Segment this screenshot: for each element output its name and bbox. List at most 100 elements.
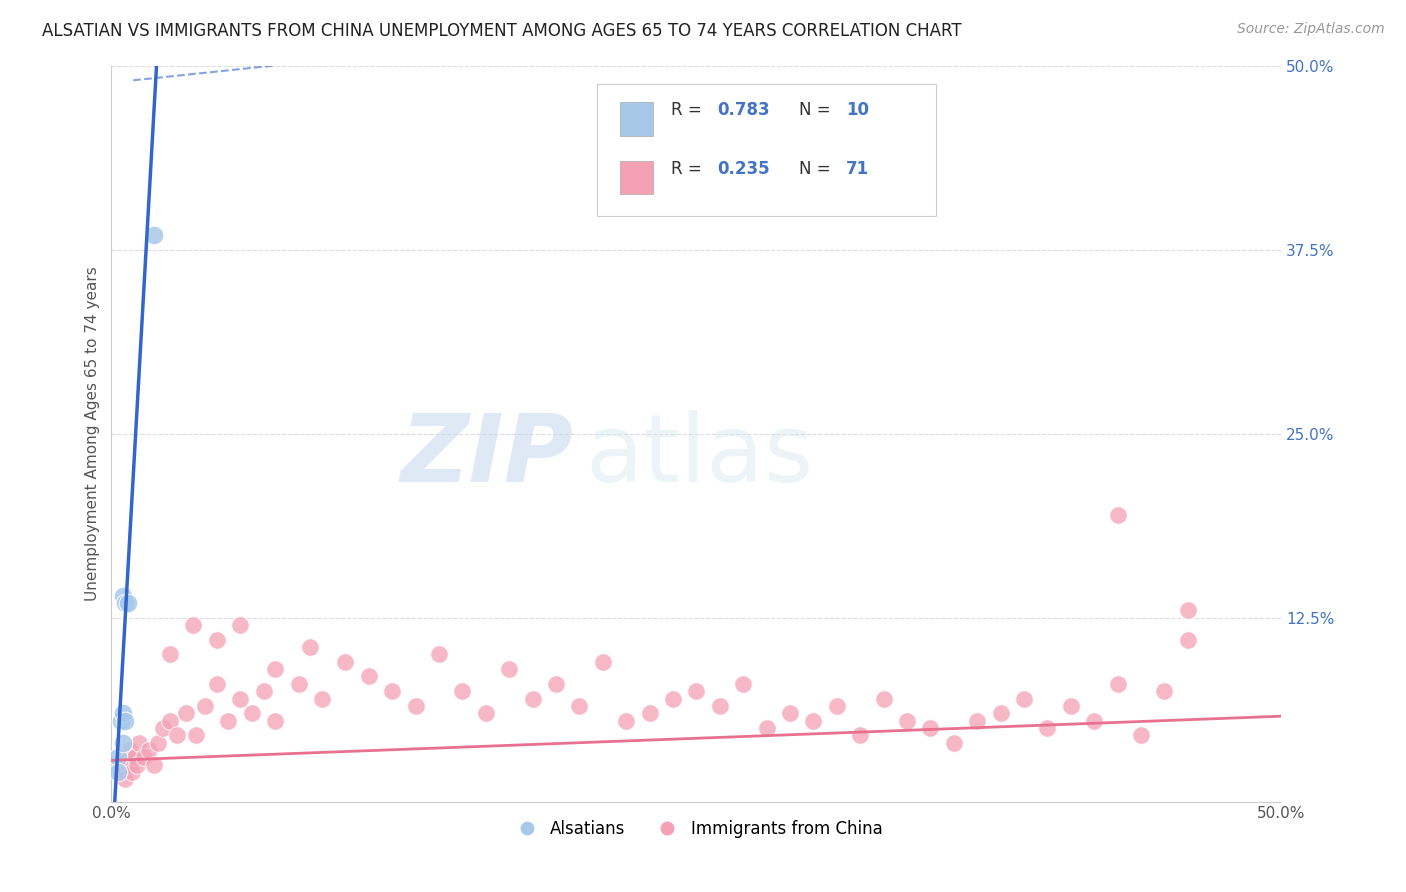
- Point: [405, 698, 427, 713]
- Point: [966, 714, 988, 728]
- Point: [685, 684, 707, 698]
- Text: N =: N =: [800, 160, 837, 178]
- Text: ZIP: ZIP: [401, 409, 574, 501]
- Point: [117, 757, 139, 772]
- Point: [522, 691, 544, 706]
- Point: [107, 750, 129, 764]
- Point: [114, 772, 136, 787]
- Point: [1153, 684, 1175, 698]
- Point: [142, 227, 165, 242]
- Point: [614, 714, 637, 728]
- Point: [942, 736, 965, 750]
- Point: [544, 677, 567, 691]
- Point: [110, 714, 132, 728]
- Point: [755, 721, 778, 735]
- Point: [110, 765, 132, 780]
- Point: [205, 677, 228, 691]
- Point: [264, 714, 287, 728]
- Point: [114, 714, 136, 728]
- Point: [114, 596, 136, 610]
- Point: [1036, 721, 1059, 735]
- Point: [896, 714, 918, 728]
- Text: ALSATIAN VS IMMIGRANTS FROM CHINA UNEMPLOYMENT AMONG AGES 65 TO 74 YEARS CORRELA: ALSATIAN VS IMMIGRANTS FROM CHINA UNEMPL…: [42, 22, 962, 40]
- Point: [1083, 714, 1105, 728]
- Point: [159, 648, 181, 662]
- Point: [1130, 728, 1153, 742]
- Point: [240, 706, 263, 721]
- Text: N =: N =: [800, 101, 837, 119]
- Point: [1107, 677, 1129, 691]
- Y-axis label: Unemployment Among Ages 65 to 74 years: Unemployment Among Ages 65 to 74 years: [86, 266, 100, 601]
- Point: [779, 706, 801, 721]
- Text: R =: R =: [671, 101, 707, 119]
- Point: [803, 714, 825, 728]
- Point: [120, 743, 142, 757]
- Point: [357, 669, 380, 683]
- Point: [990, 706, 1012, 721]
- Point: [920, 721, 942, 735]
- Point: [733, 677, 755, 691]
- Point: [592, 655, 614, 669]
- Point: [1012, 691, 1035, 706]
- Point: [127, 757, 149, 772]
- Point: [498, 662, 520, 676]
- Text: R =: R =: [671, 160, 707, 178]
- Point: [849, 728, 872, 742]
- Point: [112, 750, 135, 764]
- Point: [117, 596, 139, 610]
- Point: [174, 706, 197, 721]
- Point: [229, 618, 252, 632]
- Point: [107, 765, 129, 780]
- Point: [1060, 698, 1083, 713]
- Point: [451, 684, 474, 698]
- Point: [335, 655, 357, 669]
- Point: [662, 691, 685, 706]
- Legend: Alsatians, Immigrants from China: Alsatians, Immigrants from China: [503, 814, 889, 845]
- Text: 71: 71: [846, 160, 869, 178]
- Point: [264, 662, 287, 676]
- Point: [568, 698, 591, 713]
- Point: [638, 706, 661, 721]
- Point: [124, 750, 146, 764]
- Point: [381, 684, 404, 698]
- Point: [148, 736, 170, 750]
- Point: [181, 618, 204, 632]
- Text: 0.783: 0.783: [717, 101, 770, 119]
- Point: [1177, 603, 1199, 617]
- Point: [152, 721, 174, 735]
- Text: 0.235: 0.235: [717, 160, 770, 178]
- Text: Source: ZipAtlas.com: Source: ZipAtlas.com: [1237, 22, 1385, 37]
- Text: atlas: atlas: [585, 409, 814, 501]
- Point: [194, 698, 217, 713]
- Point: [205, 632, 228, 647]
- FancyBboxPatch shape: [598, 84, 936, 217]
- Point: [134, 750, 156, 764]
- Point: [128, 736, 150, 750]
- Point: [872, 691, 894, 706]
- Point: [217, 714, 239, 728]
- Point: [252, 684, 274, 698]
- Point: [112, 589, 135, 603]
- FancyBboxPatch shape: [620, 161, 654, 194]
- Point: [166, 728, 188, 742]
- Point: [159, 714, 181, 728]
- Point: [427, 648, 450, 662]
- Point: [184, 728, 207, 742]
- Point: [825, 698, 848, 713]
- Point: [112, 736, 135, 750]
- Point: [311, 691, 333, 706]
- FancyBboxPatch shape: [620, 103, 654, 136]
- Point: [138, 743, 160, 757]
- Point: [1107, 508, 1129, 522]
- Text: 10: 10: [846, 101, 869, 119]
- Point: [107, 757, 129, 772]
- Point: [475, 706, 498, 721]
- Point: [121, 765, 143, 780]
- Point: [229, 691, 252, 706]
- Point: [709, 698, 731, 713]
- Point: [112, 706, 135, 721]
- Point: [142, 757, 165, 772]
- Point: [1177, 632, 1199, 647]
- Point: [287, 677, 309, 691]
- Point: [299, 640, 322, 654]
